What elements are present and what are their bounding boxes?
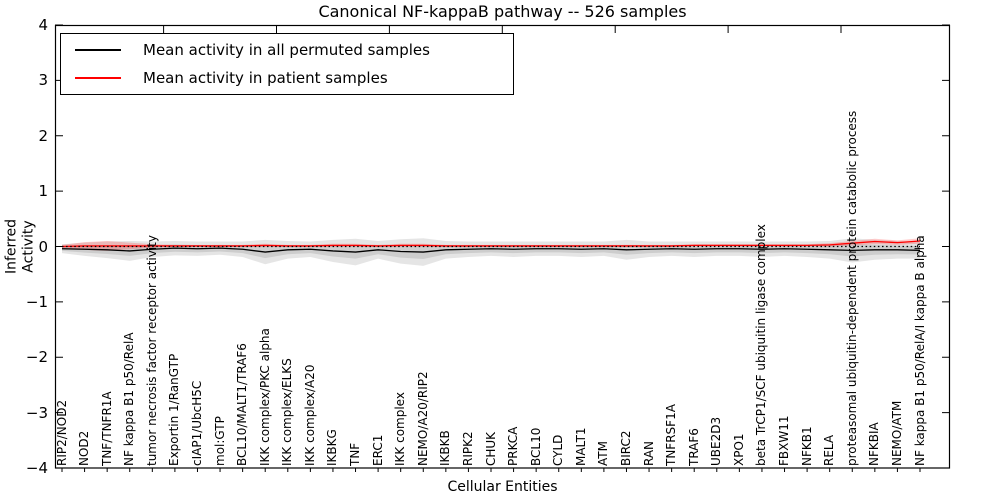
y-tick-label: 1 <box>38 182 48 201</box>
x-tick-label: CYLD <box>551 434 566 466</box>
x-tick-label: IKK complex/ELKS <box>280 358 295 466</box>
x-tick-label: cIAP1/UbcH5C <box>189 380 204 466</box>
y-tick-label: 0 <box>38 237 48 256</box>
x-tick-label: mol:GTP <box>212 416 227 466</box>
x-axis-label: Cellular Entities <box>447 479 558 495</box>
legend-line-swatch <box>75 77 121 79</box>
series-patient-line <box>61 240 921 248</box>
x-tick-label: RELA <box>822 434 837 466</box>
x-tick-label: ERC1 <box>370 434 385 466</box>
series-permuted-line <box>61 247 921 253</box>
y-tick-label: 2 <box>38 126 48 145</box>
x-tick-label: IKBKG <box>325 429 340 466</box>
x-tick-label: IKK complex/A20 <box>302 364 317 466</box>
x-tick-label: RAN <box>641 440 656 466</box>
x-tick-label: BCL10/MALT1/TRAF6 <box>235 343 250 466</box>
x-tick-label: TNF <box>348 442 363 466</box>
x-tick-label: ATM <box>596 441 611 466</box>
x-tick-label: proteasomal ubiquitin-dependent protein … <box>844 110 859 466</box>
x-tick-label: IKBKB <box>438 430 453 466</box>
y-tick-label: 4 <box>38 16 48 34</box>
x-tick-label: BIRC2 <box>618 430 633 466</box>
permuted-band-inner <box>62 244 920 259</box>
legend-label: Mean activity in patient samples <box>143 69 388 87</box>
x-tick-label: RIP2/NOD2 <box>54 399 69 466</box>
x-tick-label: NF kappa B1 p50/RelA <box>122 332 137 466</box>
x-tick-label: NEMO/A20/RIP2 <box>415 371 430 466</box>
legend-item: Mean activity in all permuted samples <box>61 36 513 64</box>
x-tick-label: BCL10 <box>528 427 543 466</box>
patient-band <box>62 238 920 251</box>
y-tick-label: −3 <box>25 403 48 422</box>
x-tick-label: IKK complex/PKC alpha <box>257 328 272 466</box>
legend: Mean activity in all permuted samples Mea… <box>60 33 514 95</box>
x-tick-label: beta TrCP1/SCF ubiquitin ligase complex <box>754 224 769 466</box>
x-tick-label: NEMO/ATM <box>889 400 904 466</box>
x-tick-label: NF kappa B1 p50/RelA/I kappa B alpha <box>912 235 927 466</box>
x-tick-label: IKK complex <box>393 392 408 466</box>
x-tick-label: Exportin 1/RanGTP <box>167 353 182 466</box>
y-tick-label: −1 <box>25 292 48 311</box>
x-tick-label: XPO1 <box>731 433 746 466</box>
y-tick-label: 3 <box>38 71 48 90</box>
legend-label: Mean activity in all permuted samples <box>143 41 430 59</box>
x-tick-label: NOD2 <box>77 430 92 466</box>
chart-title: Canonical NF-kappaB pathway -- 526 sampl… <box>318 2 687 21</box>
y-tick-label: −2 <box>25 348 48 367</box>
x-tick-label: TRAF6 <box>686 428 701 466</box>
x-tick-label: CHUK <box>483 431 498 466</box>
x-tick-label: TNF/TNFR1A <box>99 391 114 466</box>
x-tick-label: PRKCA <box>506 426 521 466</box>
x-tick-label: UBE2D3 <box>709 416 724 466</box>
legend-line-swatch <box>75 49 121 51</box>
x-tick-label: MALT1 <box>573 427 588 466</box>
y-tick-label: −4 <box>25 459 48 477</box>
x-tick-label: NFKBIA <box>867 422 882 466</box>
x-tick-label: RIPK2 <box>460 431 475 466</box>
x-tick-label: TNFRSF1A <box>664 404 679 466</box>
x-tick-label: tumor necrosis factor receptor activity <box>144 235 159 466</box>
legend-item: Mean activity in patient samples <box>61 64 513 92</box>
x-tick-label: NFKB1 <box>799 426 814 466</box>
x-tick-label: FBXW11 <box>777 415 792 467</box>
